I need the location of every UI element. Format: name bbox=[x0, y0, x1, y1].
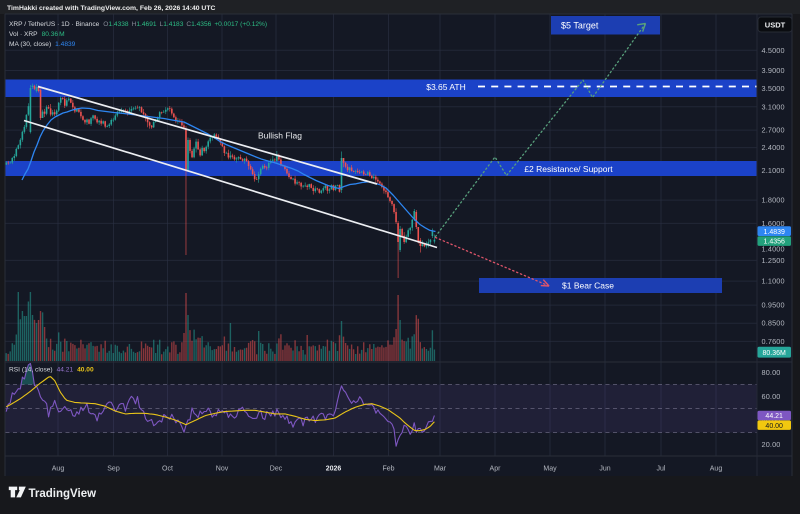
svg-text:1.2500: 1.2500 bbox=[762, 256, 785, 265]
svg-text:20.00: 20.00 bbox=[762, 440, 781, 449]
svg-text:1.4356: 1.4356 bbox=[763, 239, 785, 246]
svg-text:Bullish Flag: Bullish Flag bbox=[258, 130, 302, 140]
svg-text:TradingView: TradingView bbox=[29, 488, 97, 500]
svg-text:2.1000: 2.1000 bbox=[762, 166, 785, 175]
svg-text:Feb: Feb bbox=[382, 466, 394, 473]
svg-text:1.6000: 1.6000 bbox=[762, 219, 785, 228]
svg-text:80.36M: 80.36M bbox=[763, 350, 787, 357]
svg-text:Apr: Apr bbox=[490, 466, 502, 473]
svg-text:1.1000: 1.1000 bbox=[762, 277, 785, 286]
svg-text:USDT: USDT bbox=[765, 21, 786, 30]
svg-text:Jun: Jun bbox=[599, 466, 610, 473]
svg-text:3.5000: 3.5000 bbox=[762, 84, 785, 93]
svg-text:1.4839: 1.4839 bbox=[763, 229, 785, 236]
svg-text:44.21: 44.21 bbox=[765, 413, 783, 420]
svg-text:80.00: 80.00 bbox=[762, 368, 781, 377]
svg-text:0.7600: 0.7600 bbox=[762, 337, 785, 346]
svg-text:Mar: Mar bbox=[434, 466, 447, 473]
svg-text:40.00: 40.00 bbox=[765, 423, 783, 430]
svg-text:Aug: Aug bbox=[52, 466, 65, 473]
svg-text:Jul: Jul bbox=[657, 466, 666, 473]
svg-text:3.9000: 3.9000 bbox=[762, 66, 785, 75]
svg-text:Sep: Sep bbox=[107, 466, 120, 473]
svg-text:2026: 2026 bbox=[326, 466, 342, 473]
svg-text:MA (30, close)1.4839: MA (30, close) 1.4839 bbox=[9, 41, 76, 48]
svg-text:$1 Bear Case: $1 Bear Case bbox=[562, 280, 614, 290]
svg-text:$5 Target: $5 Target bbox=[561, 20, 599, 30]
svg-text:2.7000: 2.7000 bbox=[762, 126, 785, 135]
svg-text:$3.65 ATH: $3.65 ATH bbox=[426, 82, 466, 92]
svg-text:1.4000: 1.4000 bbox=[762, 245, 785, 254]
svg-text:May: May bbox=[543, 466, 557, 473]
svg-text:0.9500: 0.9500 bbox=[762, 301, 785, 310]
svg-text:60.00: 60.00 bbox=[762, 392, 781, 401]
svg-text:TimHakki created with TradingV: TimHakki created with TradingView.com, F… bbox=[7, 5, 215, 12]
svg-text:£2 Resistance/ Support: £2 Resistance/ Support bbox=[524, 164, 613, 174]
svg-text:Nov: Nov bbox=[216, 466, 229, 473]
svg-text:0.8500: 0.8500 bbox=[762, 319, 785, 328]
svg-text:3.1000: 3.1000 bbox=[762, 102, 785, 111]
svg-text:Oct: Oct bbox=[162, 466, 173, 473]
svg-text:Aug: Aug bbox=[710, 466, 723, 473]
svg-text:4.5000: 4.5000 bbox=[762, 46, 785, 55]
svg-text:Dec: Dec bbox=[270, 466, 283, 473]
svg-text:2.4000: 2.4000 bbox=[762, 143, 785, 152]
svg-text:1.8000: 1.8000 bbox=[762, 196, 785, 205]
